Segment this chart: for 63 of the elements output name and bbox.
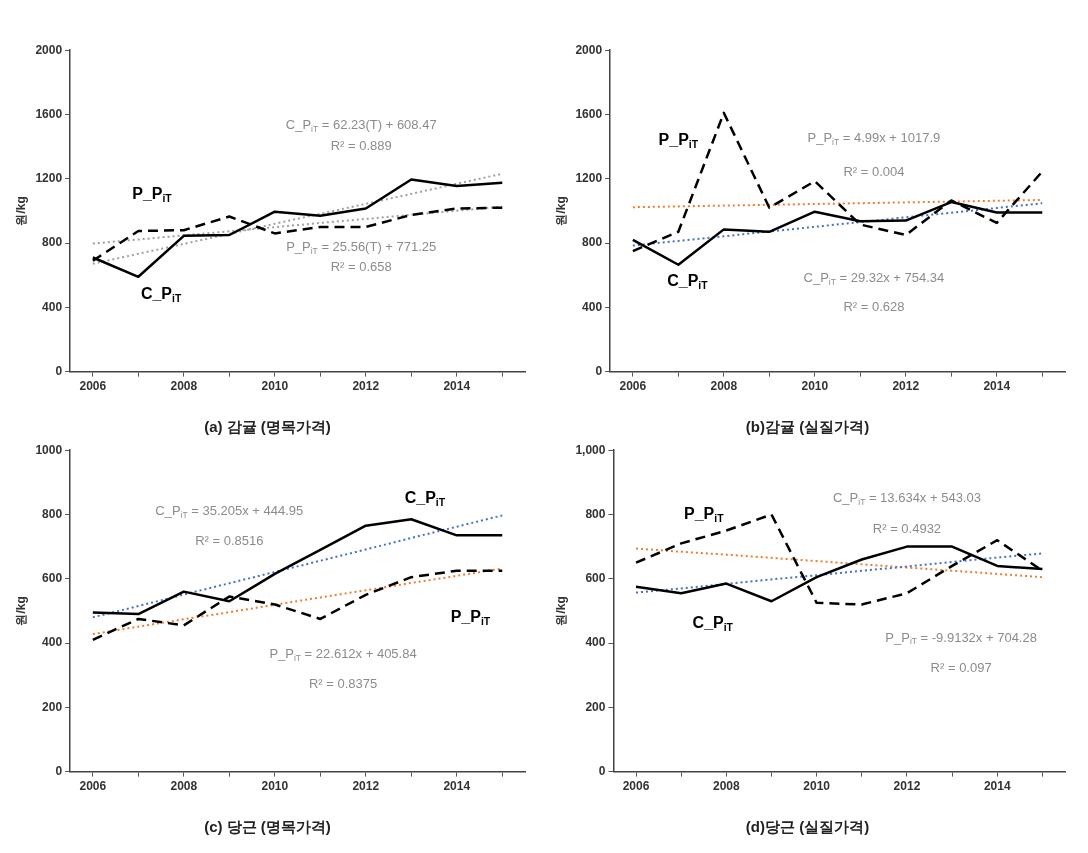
text: (c) 당근 (명목가격)	[204, 818, 331, 836]
x-tick-label: 2014	[983, 379, 1011, 394]
y-axis-title: 원/kg	[13, 196, 28, 226]
x-tick-label: 2010	[803, 779, 831, 794]
x-tick-label: 2006	[79, 379, 107, 394]
y-tick-label: 800	[582, 235, 603, 250]
text: (b)감귤 (실질가격)	[745, 418, 870, 436]
x-tick-label: 2012	[352, 379, 380, 394]
y-tick-label: 1200	[35, 171, 63, 186]
y-tick-label: 0	[55, 763, 63, 778]
y-tick-label: 1600	[35, 106, 63, 121]
x-tick-label: 2012	[892, 379, 920, 394]
x-tick-label: 2010	[801, 379, 829, 394]
y-tick-label: 1,000	[575, 442, 606, 457]
y-tick-label: 800	[42, 235, 63, 250]
y-tick-label: 1200	[575, 171, 603, 186]
y-axis-title: 원/kg	[553, 596, 568, 626]
y-tick-label: 1600	[575, 106, 603, 121]
annotation: R² = 0.004	[843, 163, 905, 179]
text: (d)당근 (실질가격)	[745, 818, 870, 836]
x-tick-label: 2006	[619, 379, 647, 394]
annotation: R² = 0.097	[930, 660, 992, 676]
y-tick-label: 600	[585, 571, 606, 586]
line-series	[631, 202, 1044, 247]
y-tick-label: 0	[595, 363, 603, 378]
annotation: R² = 0.8375	[308, 676, 378, 692]
x-tick-label: 2014	[443, 779, 471, 794]
x-tick-label: 2006	[79, 779, 107, 794]
text: (a) 감귤 (명목가격)	[204, 418, 331, 436]
x-tick-label: 2012	[352, 779, 380, 794]
annotation: R² = 0.628	[843, 298, 905, 314]
line-series	[635, 547, 1044, 579]
annotation: R² = 0.658	[330, 258, 392, 274]
y-axis-title: 원/kg	[13, 596, 28, 626]
x-tick-label: 2010	[261, 779, 289, 794]
annotation: R² = 0.4932	[872, 520, 942, 536]
x-tick-label: 2008	[170, 779, 198, 794]
x-tick-label: 2008	[712, 779, 740, 794]
y-tick-label: 600	[42, 571, 63, 586]
y-tick-label: 200	[42, 699, 63, 714]
y-tick-label: 2000	[35, 42, 63, 57]
x-tick-label: 2008	[710, 379, 738, 394]
y-axis-title: 원/kg	[553, 196, 568, 226]
annotation: R² = 0.889	[330, 138, 392, 154]
x-tick-label: 2010	[261, 379, 289, 394]
y-tick-label: 400	[42, 299, 63, 314]
x-tick-label: 2014	[983, 779, 1011, 794]
line-series	[635, 552, 1044, 594]
y-tick-label: 1000	[35, 442, 63, 457]
y-tick-label: 400	[585, 635, 606, 650]
y-tick-label: 2000	[575, 42, 603, 57]
y-tick-label: 0	[55, 363, 63, 378]
y-tick-label: 800	[42, 506, 63, 521]
y-tick-label: 400	[582, 299, 603, 314]
y-tick-label: 400	[42, 635, 63, 650]
x-tick-label: 2014	[443, 379, 471, 394]
y-tick-label: 200	[585, 699, 606, 714]
x-tick-label: 2012	[893, 779, 921, 794]
y-tick-label: 0	[598, 763, 606, 778]
y-tick-label: 800	[585, 506, 606, 521]
x-tick-label: 2008	[170, 379, 198, 394]
annotation: R² = 0.8516	[195, 533, 264, 549]
x-tick-label: 2006	[622, 779, 650, 794]
